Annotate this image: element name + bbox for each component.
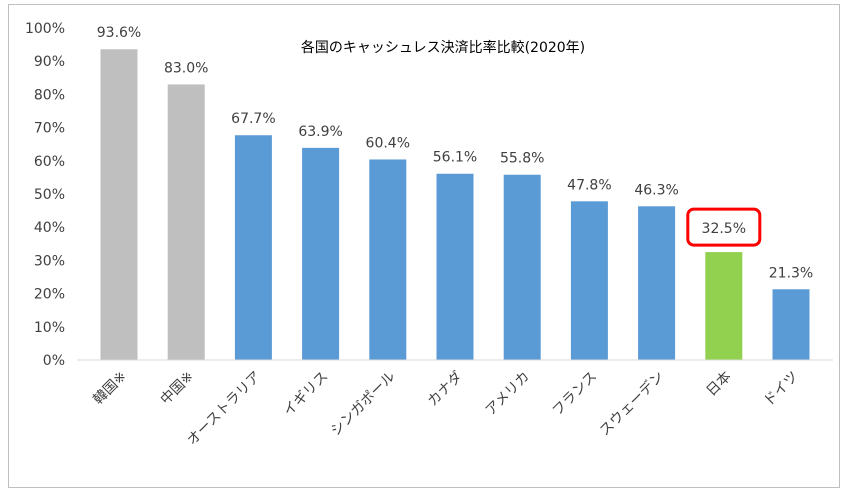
- category-label: ドイツ: [761, 369, 802, 410]
- bar-11: [772, 289, 810, 360]
- data-label: 60.4%: [366, 135, 410, 151]
- bars: [100, 49, 810, 361]
- data-label: 32.5%: [702, 221, 746, 237]
- bar-8: [570, 201, 608, 360]
- y-tick-label: 70%: [34, 121, 65, 137]
- category-label: 中国※: [158, 369, 197, 408]
- category-label: アメリカ: [483, 369, 533, 419]
- bar-7: [503, 174, 541, 360]
- y-tick-label: 100%: [25, 21, 65, 37]
- y-tick-label: 90%: [34, 54, 65, 70]
- bar-4: [302, 147, 340, 360]
- data-label: 63.9%: [298, 124, 342, 140]
- y-axis: 0% 10% 20% 30% 40% 50% 60% 70% 80% 90% 100%: [25, 21, 65, 369]
- bar-9: [638, 206, 676, 360]
- bar-5: [369, 159, 407, 360]
- bar-chart: 各国のキャッシュレス決済比率比較(2020年) 0% 10% 20% 30% 40% 50…: [25, 21, 833, 449]
- category-label: スウェーデン: [596, 368, 667, 439]
- y-tick-label: 0%: [43, 353, 65, 369]
- bar-10: [705, 252, 743, 360]
- bar-3: [234, 135, 272, 360]
- category-label: シンガポール: [328, 369, 399, 440]
- chart-frame: 各国のキャッシュレス決済比率比較(2020年) 0% 10% 20% 30% 40% 50…: [8, 4, 840, 488]
- y-tick-label: 20%: [34, 287, 65, 303]
- data-label: 46.3%: [634, 182, 678, 198]
- y-tick-label: 30%: [34, 253, 65, 269]
- data-label: 56.1%: [433, 150, 477, 166]
- data-label: 55.8%: [500, 151, 544, 167]
- bar-6: [436, 173, 474, 360]
- y-tick-label: 80%: [34, 87, 65, 103]
- y-tick-label: 60%: [34, 154, 65, 170]
- category-label: 日本: [704, 369, 735, 400]
- highlight-box: [686, 207, 762, 247]
- data-label: 21.3%: [769, 265, 813, 281]
- data-label: 83.0%: [164, 60, 208, 76]
- data-label: 47.8%: [567, 177, 611, 193]
- chart-title: 各国のキャッシュレス決済比率比較(2020年): [301, 39, 585, 56]
- bar-2: [167, 84, 205, 360]
- data-label: 93.6%: [97, 25, 141, 41]
- category-label: カナダ: [425, 369, 466, 410]
- data-label: 67.7%: [231, 111, 275, 127]
- y-tick-label: 10%: [34, 320, 65, 336]
- category-label: イギリス: [281, 369, 332, 420]
- y-tick-label: 50%: [34, 187, 65, 203]
- data-labels: 93.6% 83.0% 67.7% 63.9% 60.4% 56.1% 55.8% 47.8%…: [97, 25, 813, 281]
- category-label: 韓国※: [90, 369, 129, 408]
- bar-1: [100, 49, 138, 361]
- y-tick-label: 40%: [34, 220, 65, 236]
- category-label: フランス: [550, 369, 601, 420]
